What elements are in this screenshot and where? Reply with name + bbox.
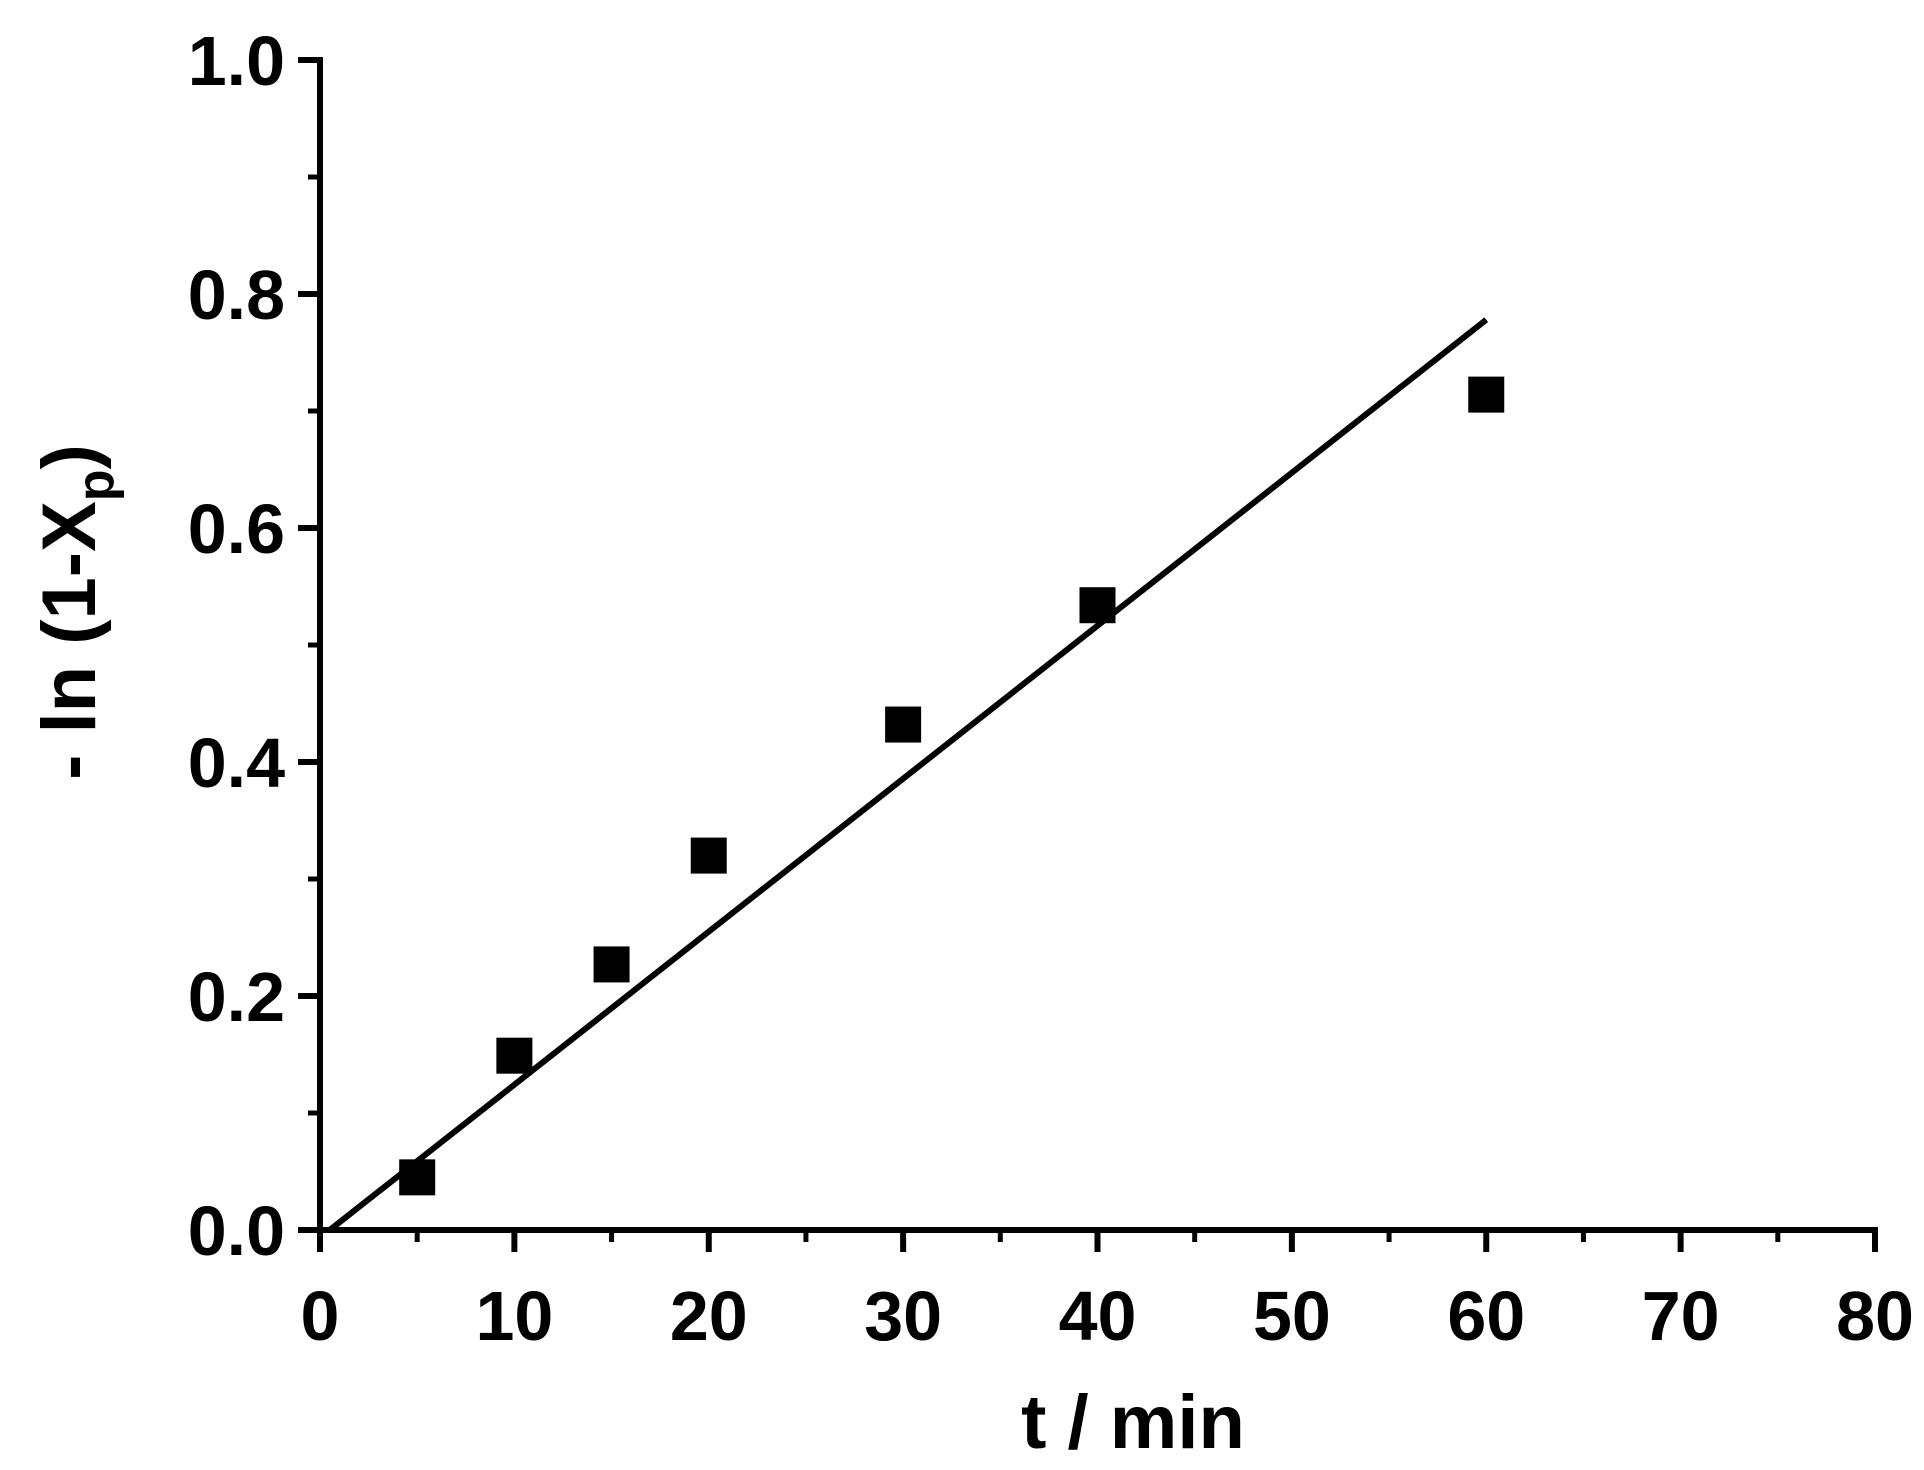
y-axis-title-subscript: p	[67, 469, 125, 501]
tick-labels: 0 10 20 30 40 50 60 70 80 0.0 0.2 0.4 0.6 0.8 1.0	[188, 22, 1914, 1355]
x-tick-label: 10	[475, 1277, 553, 1355]
fit-line	[327, 317, 1489, 1233]
x-tick-label: 40	[1059, 1277, 1137, 1355]
x-tick-label: 20	[670, 1277, 748, 1355]
ticks	[298, 57, 1878, 1252]
x-tick-label: 80	[1836, 1277, 1914, 1355]
data-point	[496, 1037, 533, 1074]
y-tick-label: 0.0	[188, 1192, 285, 1270]
data-point	[1468, 376, 1505, 413]
y-tick-label: 0.8	[188, 256, 285, 334]
data-point	[690, 837, 727, 874]
y-axis-title: - ln (1-Xp)	[27, 444, 125, 780]
y-tick-label: 0.6	[188, 490, 285, 568]
data-point	[885, 706, 922, 743]
y-tick-label: 1.0	[188, 22, 285, 100]
y-axis-title-suffix: )	[27, 444, 112, 469]
y-tick-label: 0.2	[188, 958, 285, 1036]
marks	[327, 317, 1505, 1233]
data-point	[399, 1159, 436, 1196]
y-tick-label: 0.4	[188, 724, 285, 802]
data-point	[593, 946, 630, 983]
x-axis-title: t / min	[1021, 1380, 1245, 1465]
y-axis-title-prefix: - ln (1-X	[27, 501, 112, 780]
x-tick-label: 0	[301, 1277, 340, 1355]
x-tick-label: 50	[1253, 1277, 1331, 1355]
x-tick-label: 70	[1642, 1277, 1720, 1355]
x-tick-label: 30	[864, 1277, 942, 1355]
x-tick-label: 60	[1447, 1277, 1525, 1355]
